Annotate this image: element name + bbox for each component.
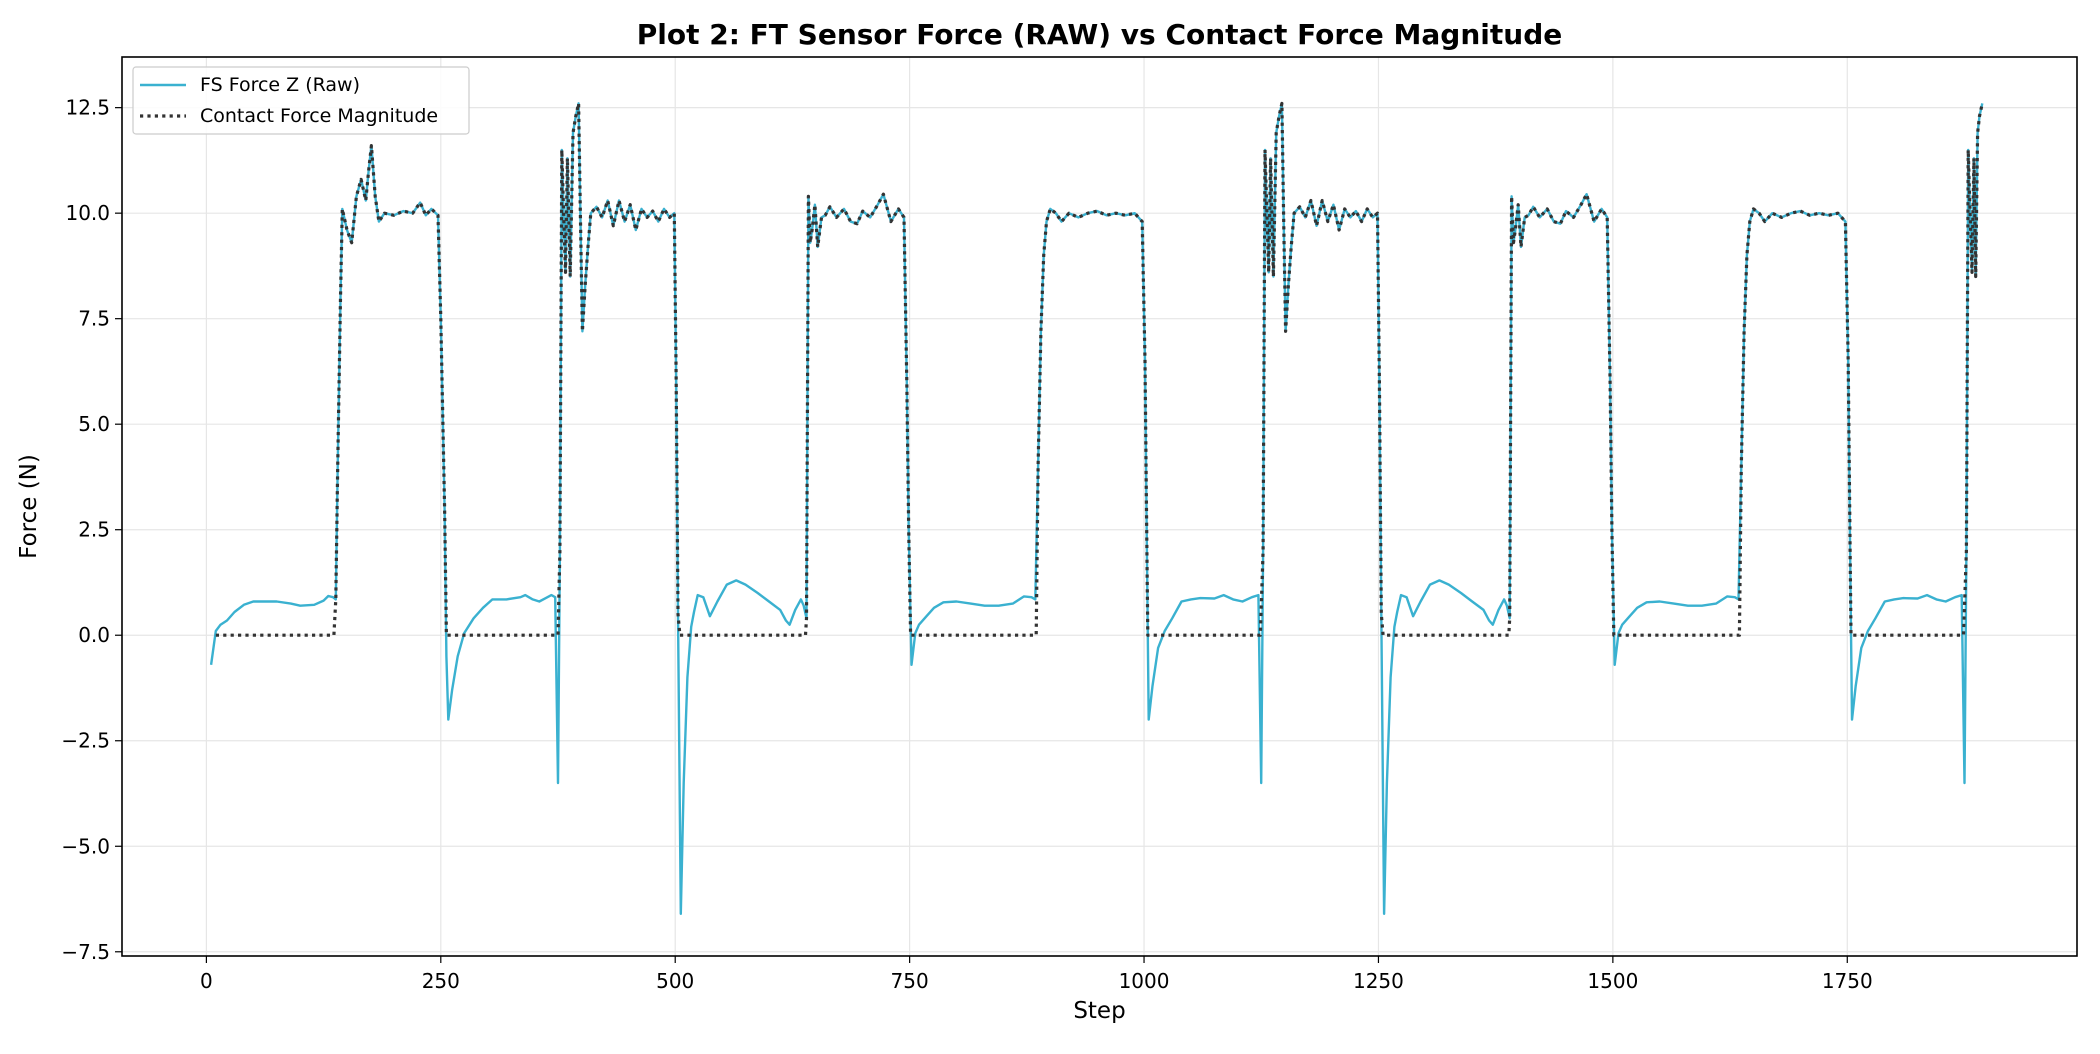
- series-line-contact-force-magnitude: [215, 101, 1984, 637]
- y-tick-label: −2.5: [61, 729, 110, 753]
- y-tick-label: 0.0: [78, 623, 110, 647]
- x-tick-label: 0: [200, 969, 213, 993]
- x-tick-label: 1000: [1119, 969, 1170, 993]
- y-tick-label: −7.5: [61, 940, 110, 964]
- x-tick-label: 250: [422, 969, 460, 993]
- y-axis-label: Force (N): [16, 454, 42, 559]
- series-line-fs-force-z-raw: [209, 102, 1984, 915]
- y-tick-label: 5.0: [78, 412, 110, 436]
- x-tick-label: 500: [656, 969, 694, 993]
- y-tick-label: 10.0: [65, 201, 110, 225]
- x-tick-label: 1500: [1587, 969, 1638, 993]
- y-tick-label: −5.0: [61, 834, 110, 858]
- series-layer: [209, 101, 1984, 915]
- y-tick-label: 2.5: [78, 518, 110, 542]
- tick-layer: 0 250 500 750 1000 1250 1500 1750 −7.5 −5.0 −2.5 0.…: [61, 96, 1872, 993]
- legend-label-fs-force: FS Force Z (Raw): [200, 74, 360, 96]
- legend: FS Force Z (Raw) Contact Force Magnitude: [132, 66, 470, 135]
- grid-layer: [122, 57, 2077, 956]
- plot-frame: [121, 56, 2078, 957]
- legend-box: [132, 66, 470, 135]
- x-axis-label: Step: [1073, 998, 1125, 1024]
- y-tick-label: 7.5: [78, 307, 110, 331]
- legend-label-contact-force: Contact Force Magnitude: [200, 105, 438, 127]
- chart-title: Plot 2: FT Sensor Force (RAW) vs Contact…: [637, 18, 1562, 51]
- x-tick-label: 1250: [1353, 969, 1404, 993]
- y-tick-label: 12.5: [65, 96, 110, 120]
- x-tick-label: 1750: [1822, 969, 1873, 993]
- x-tick-label: 750: [891, 969, 929, 993]
